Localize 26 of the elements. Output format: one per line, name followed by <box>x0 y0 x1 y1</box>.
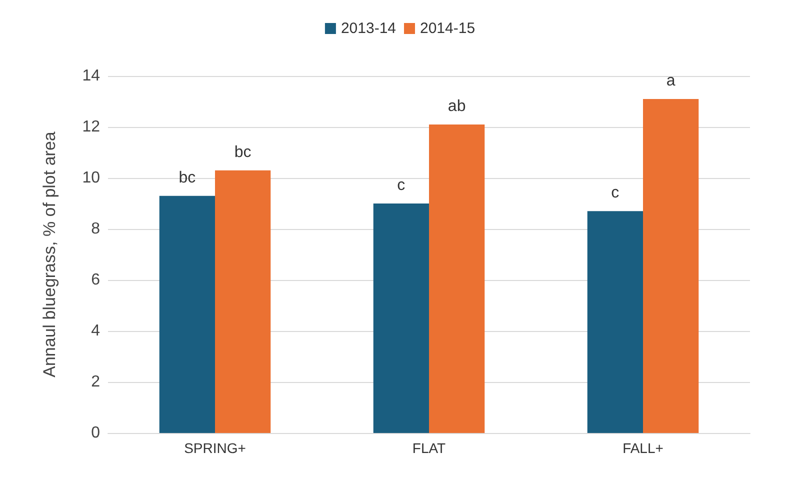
data-label: ab <box>448 98 466 115</box>
data-label: c <box>397 177 406 194</box>
y-tick-label: 0 <box>91 424 100 442</box>
x-tick-label: FLAT <box>412 440 446 456</box>
y-tick-label: 6 <box>91 272 100 288</box>
bar <box>587 211 643 433</box>
y-tick-label: 12 <box>82 118 100 136</box>
bar <box>643 98 699 433</box>
data-label: bc <box>234 144 252 161</box>
y-tick-label: 8 <box>91 220 100 238</box>
x-tick-label: FALL+ <box>622 440 664 456</box>
legend-label: 2013-14 <box>340 20 396 37</box>
legend-label: 2014-15 <box>420 20 476 37</box>
y-axis-title: Annaul bluegrass, % of plot area <box>40 131 59 378</box>
data-label: a <box>666 72 676 90</box>
y-tick-label: 14 <box>82 68 100 84</box>
y-tick-label: 10 <box>82 170 100 186</box>
data-label: bc <box>178 169 196 186</box>
y-tick-label: 4 <box>91 322 100 340</box>
bar <box>159 196 215 433</box>
bar <box>429 124 485 433</box>
data-label: c <box>611 184 620 202</box>
bar <box>215 170 271 433</box>
y-tick-label: 2 <box>91 374 100 390</box>
bar <box>373 204 429 433</box>
x-tick-label: SPRING+ <box>184 440 246 456</box>
